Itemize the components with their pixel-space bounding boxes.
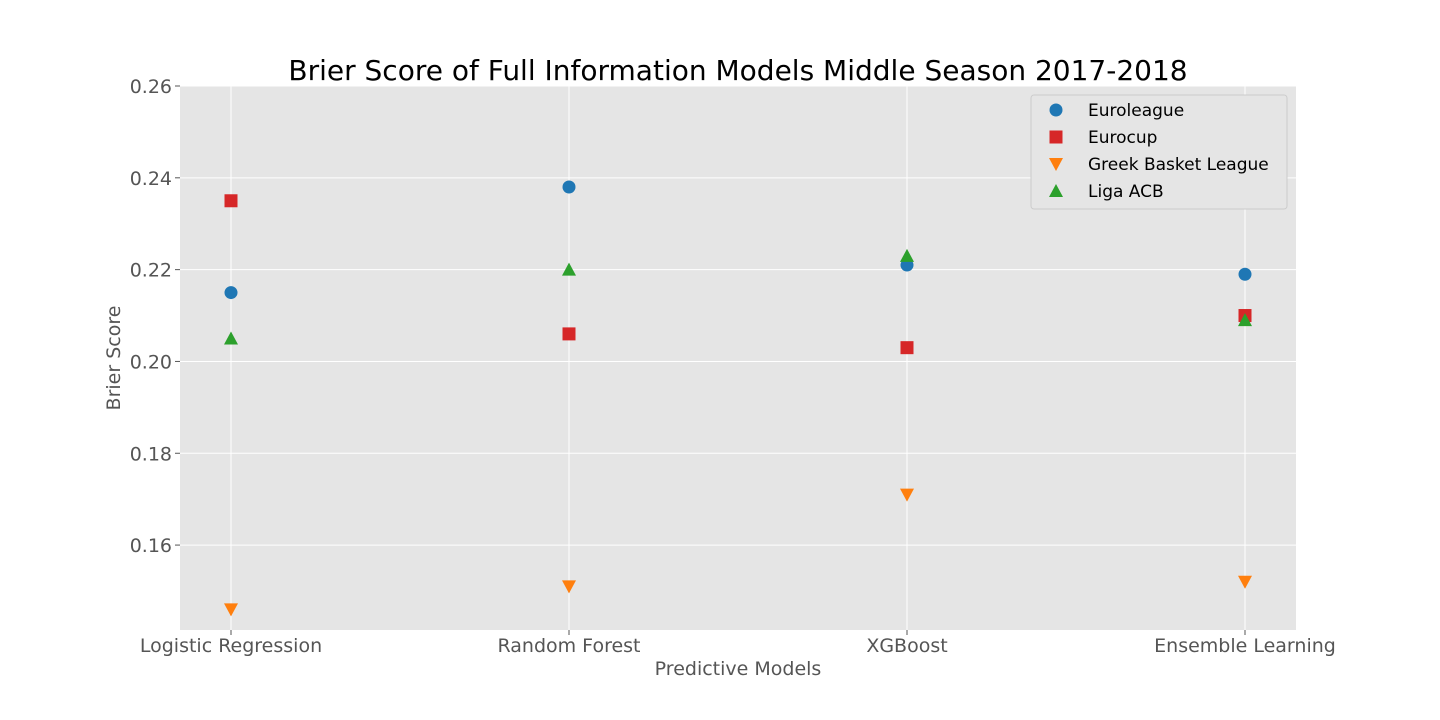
y-tick-label: 0.26: [130, 76, 172, 98]
y-tick-label: 0.20: [130, 351, 172, 373]
legend-label: Euroleague: [1088, 101, 1184, 121]
y-tick-label: 0.22: [130, 260, 172, 282]
legend-box: [1030, 94, 1288, 210]
data-points: [224, 180, 1252, 617]
data-point: [1238, 575, 1252, 589]
data-point: [224, 331, 238, 345]
legend-label: Liga ACB: [1088, 182, 1164, 202]
x-axis-label: Predictive Models: [655, 658, 822, 680]
x-tick-label: XGBoost: [866, 635, 947, 657]
legend-label: Eurocup: [1088, 128, 1157, 148]
data-point: [562, 327, 576, 341]
y-axis-label: Brier Score: [103, 306, 125, 411]
data-point: [224, 603, 238, 617]
y-tick-label: 0.16: [130, 535, 172, 557]
chart-title: Brier Score of Full Information Models M…: [288, 54, 1187, 87]
data-point: [900, 488, 914, 502]
data-point: [562, 580, 576, 594]
x-tick-labels: Logistic Regression Random Forest XGBoost E…: [140, 630, 1336, 657]
data-point: [900, 341, 914, 355]
data-point: [1238, 267, 1252, 281]
data-point: [562, 180, 576, 194]
legend-marker: [1049, 130, 1063, 144]
x-tick-label: Ensemble Learning: [1154, 635, 1336, 657]
y-tick-label: 0.24: [130, 168, 172, 190]
legend-marker: [1049, 184, 1063, 197]
data-point: [224, 286, 238, 300]
data-point: [562, 262, 576, 276]
grid-lines: [180, 85, 1296, 630]
data-point: [224, 194, 238, 208]
y-tick-labels: 0.16 0.18 0.20 0.22 0.24 0.26: [130, 76, 180, 557]
legend: Euroleague Eurocup Greek Basket League Liga…: [1030, 94, 1288, 210]
legend-label: Greek Basket League: [1088, 155, 1269, 175]
legend-marker: [1049, 103, 1063, 117]
data-point: [1238, 313, 1252, 327]
legend-marker: [1049, 158, 1063, 171]
x-tick-label: Random Forest: [497, 635, 640, 657]
data-point: [900, 248, 914, 262]
y-tick-label: 0.18: [130, 443, 172, 465]
x-tick-label: Logistic Regression: [140, 635, 322, 657]
